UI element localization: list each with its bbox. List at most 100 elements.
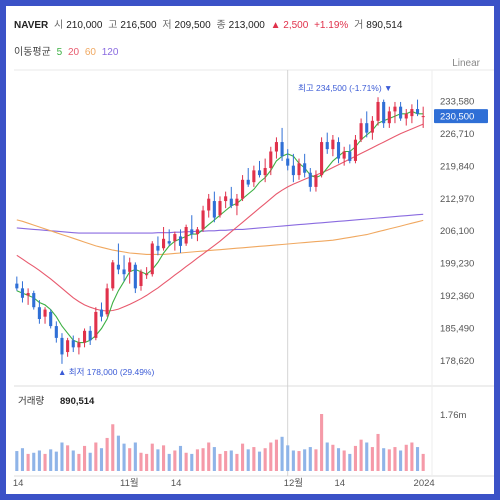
x-tick-label: 14 — [335, 478, 346, 489]
volume-bar — [280, 436, 284, 471]
candle-body — [94, 311, 98, 338]
candle-body — [399, 106, 403, 119]
candle-body — [201, 210, 205, 230]
volume-bar — [43, 453, 47, 471]
candle-body — [336, 142, 341, 159]
volume-bar — [415, 447, 420, 471]
candle-body — [393, 106, 397, 112]
ma-legend-label: 이동평균 — [14, 47, 51, 58]
volume-bar — [336, 448, 341, 471]
volume-bar — [162, 445, 166, 471]
volume-bar — [133, 442, 137, 471]
volume-bar — [274, 439, 278, 471]
price-chart: 233,580 226,710 219,840 212,970 206,100 199,2… — [13, 69, 494, 489]
candle-body — [173, 234, 177, 242]
ma60-line — [16, 219, 424, 255]
candle-body — [291, 165, 295, 176]
candle-body — [415, 109, 420, 114]
candle-body — [235, 198, 239, 206]
candle-body — [325, 142, 329, 150]
volume-bar — [26, 453, 30, 471]
candle-body — [252, 170, 256, 183]
volume-bar — [404, 444, 408, 471]
min-annotation: ▲ 최저 178,000 (29.49%) — [58, 367, 155, 377]
candle-body — [207, 198, 211, 211]
volume-bar — [94, 442, 98, 471]
candle-body — [105, 288, 109, 315]
candle-body — [139, 271, 143, 286]
candle-body — [20, 288, 25, 298]
volume-bar — [308, 447, 312, 471]
candle-body — [257, 170, 262, 176]
candle-body — [342, 151, 346, 159]
volume-bar — [229, 450, 233, 471]
candle-body — [331, 139, 335, 150]
ma120-line — [16, 213, 424, 234]
volume-bar — [49, 449, 53, 471]
ma5-line — [16, 110, 424, 344]
candle-body — [145, 274, 149, 276]
volume-bar — [212, 447, 216, 471]
volume-bar — [376, 433, 380, 471]
volume-bar — [269, 442, 273, 471]
ma-120-label: 120 — [101, 47, 119, 58]
chart-frame: NAVER 시 210,000 고 216,500 저 209,500 종 213,00… — [6, 6, 494, 494]
ma-5-label: 5 — [56, 47, 63, 58]
volume-bar — [252, 447, 256, 471]
volume-bar — [88, 452, 92, 471]
candle-body — [365, 123, 369, 133]
candle-body — [370, 120, 374, 133]
candle-body — [382, 101, 386, 124]
candle-body — [49, 311, 53, 327]
scale-mode-button[interactable]: Linear — [452, 58, 480, 69]
volume-bar — [128, 448, 132, 471]
candle-body — [297, 163, 301, 176]
x-tick-label: 12월 — [284, 477, 303, 489]
volume-bar — [122, 443, 126, 471]
volume-bar — [320, 414, 324, 471]
close-label: 종 — [216, 20, 226, 31]
low-value: 209,500 — [174, 20, 211, 31]
volume-panel-label: 거래량 — [18, 395, 44, 407]
volume-bar — [303, 449, 307, 471]
volume-bar — [382, 448, 386, 471]
candle-body — [280, 142, 284, 157]
candle-body — [190, 229, 194, 235]
volume-bar — [325, 442, 329, 471]
high-label: 고 — [108, 20, 118, 31]
candle-body — [286, 158, 290, 166]
candle-body — [404, 113, 408, 119]
volume-bar — [99, 448, 104, 471]
candle-body — [195, 229, 199, 235]
volume-value: 890,514 — [366, 20, 403, 31]
volume-bar — [241, 443, 245, 471]
volume-bar — [15, 451, 19, 471]
candle-body — [99, 309, 104, 317]
candle-body — [421, 116, 425, 118]
y-tick-label: 206,100 — [440, 226, 474, 237]
candle-body — [156, 245, 160, 251]
candle-body — [150, 243, 154, 275]
candle-body — [320, 142, 324, 176]
volume-bar — [399, 450, 403, 471]
volume-bar — [263, 448, 267, 471]
candle-body — [116, 264, 120, 270]
candle-body — [218, 201, 222, 216]
candle-body — [128, 262, 132, 272]
candle-body — [133, 264, 137, 289]
last-price-badge — [434, 109, 488, 124]
volume-bar — [77, 453, 81, 471]
stock-name: NAVER — [14, 20, 49, 31]
candle-body — [387, 111, 391, 124]
candle-body — [269, 151, 273, 169]
low-label: 저 — [162, 20, 172, 31]
y-tick-label: 178,620 — [440, 356, 474, 367]
volume-bar — [393, 447, 397, 471]
y-tick-label: 212,970 — [440, 194, 474, 205]
volume-bar — [60, 442, 64, 471]
candle-body — [224, 196, 228, 202]
volume-bar — [370, 447, 374, 471]
y-tick-label: 226,710 — [440, 129, 474, 140]
candle-body — [353, 139, 358, 161]
volume-bar — [71, 450, 75, 471]
